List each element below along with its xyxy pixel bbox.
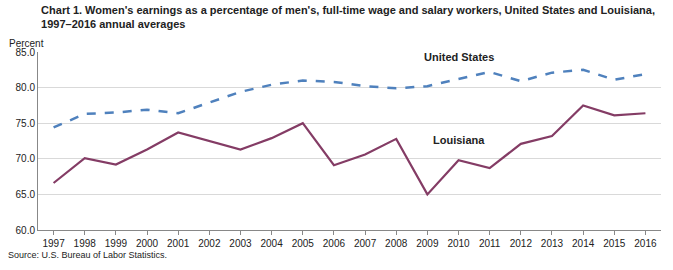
svg-text:60.0: 60.0 <box>16 225 36 236</box>
svg-text:Source: U.S. Bureau of Labor S: Source: U.S. Bureau of Labor Statistics. <box>8 250 167 260</box>
svg-text:2004: 2004 <box>260 238 283 249</box>
svg-text:1997: 1997 <box>42 238 65 249</box>
svg-text:2010: 2010 <box>447 238 470 249</box>
svg-text:2009: 2009 <box>416 238 439 249</box>
svg-text:65.0: 65.0 <box>16 189 36 200</box>
svg-text:75.0: 75.0 <box>16 118 36 129</box>
svg-text:80.0: 80.0 <box>16 82 36 93</box>
svg-text:2003: 2003 <box>229 238 252 249</box>
svg-text:Percent: Percent <box>9 38 44 49</box>
svg-text:2011: 2011 <box>479 238 501 249</box>
svg-text:2007: 2007 <box>354 238 377 249</box>
svg-text:Louisiana: Louisiana <box>433 134 485 146</box>
svg-text:2016: 2016 <box>634 238 657 249</box>
svg-text:1999: 1999 <box>105 238 128 249</box>
svg-text:2006: 2006 <box>323 238 346 249</box>
svg-text:2005: 2005 <box>292 238 315 249</box>
svg-text:1998: 1998 <box>74 238 97 249</box>
svg-text:2008: 2008 <box>385 238 408 249</box>
svg-text:Chart 1. Women's earnings as a: Chart 1. Women's earnings as a percentag… <box>41 4 655 30</box>
svg-text:United States: United States <box>424 51 494 63</box>
svg-text:2000: 2000 <box>136 238 159 249</box>
svg-text:2002: 2002 <box>198 238 221 249</box>
svg-text:2012: 2012 <box>510 238 533 249</box>
svg-text:2014: 2014 <box>572 238 595 249</box>
svg-text:2015: 2015 <box>603 238 626 249</box>
svg-text:2001: 2001 <box>167 238 190 249</box>
svg-text:85.0: 85.0 <box>16 47 36 58</box>
svg-text:70.0: 70.0 <box>16 153 36 164</box>
svg-text:2013: 2013 <box>541 238 564 249</box>
